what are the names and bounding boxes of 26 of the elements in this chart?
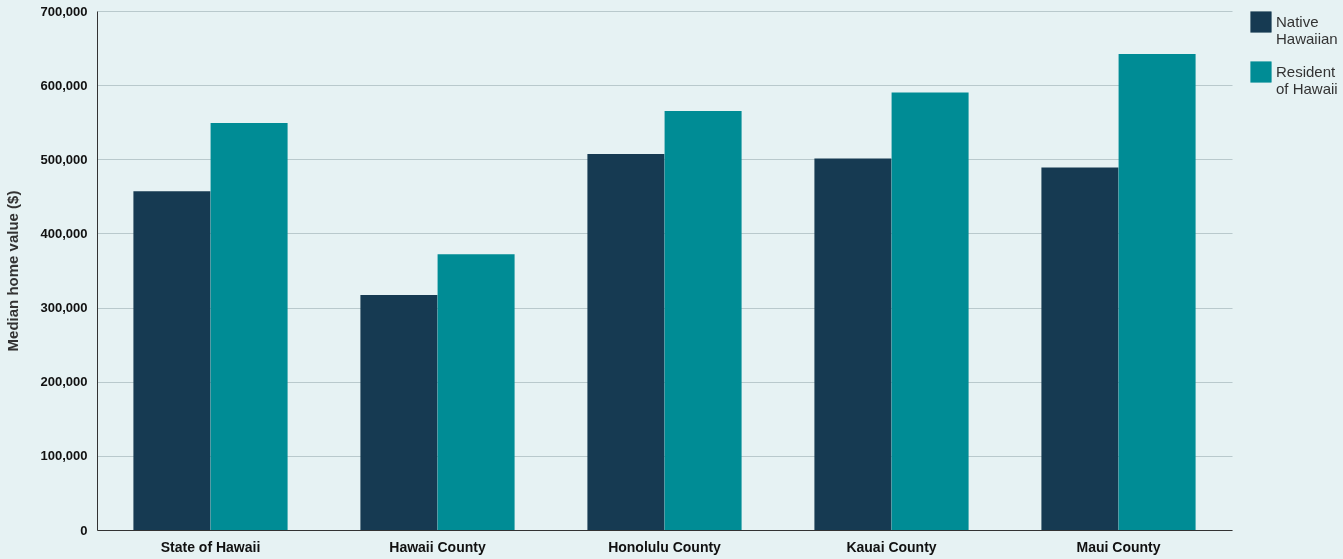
- bar: [1118, 54, 1196, 530]
- y-tick-label: 500,000: [40, 151, 88, 167]
- y-tick-label: 600,000: [40, 77, 88, 93]
- legend-label: Resident of Hawaii: [1276, 63, 1338, 97]
- y-tick-label: 100,000: [40, 448, 88, 464]
- bar: [1041, 167, 1119, 530]
- y-tick-label: 0: [80, 522, 88, 538]
- x-tick-label: State of Hawaii: [160, 538, 261, 555]
- y-tick-label: 700,000: [40, 3, 88, 19]
- y-tick-label: 200,000: [40, 374, 88, 390]
- y-tick-label: 400,000: [40, 225, 88, 241]
- bar: [891, 92, 969, 530]
- bar: [437, 254, 515, 530]
- x-tick-label: Honolulu County: [608, 538, 722, 555]
- bar: [360, 294, 438, 530]
- bar: [133, 191, 211, 530]
- bar: [664, 111, 742, 530]
- y-axis-title: Median home value ($): [3, 190, 21, 352]
- bar: [587, 154, 665, 530]
- bar: [814, 158, 892, 530]
- y-tick-label: 300,000: [40, 300, 88, 316]
- x-tick-label: Hawaii County: [389, 538, 486, 555]
- x-tick-label: Kauai County: [846, 538, 937, 555]
- x-tick-label: Maui County: [1076, 538, 1161, 555]
- bar: [210, 122, 288, 530]
- legend-label: Native Hawaiian: [1276, 13, 1338, 47]
